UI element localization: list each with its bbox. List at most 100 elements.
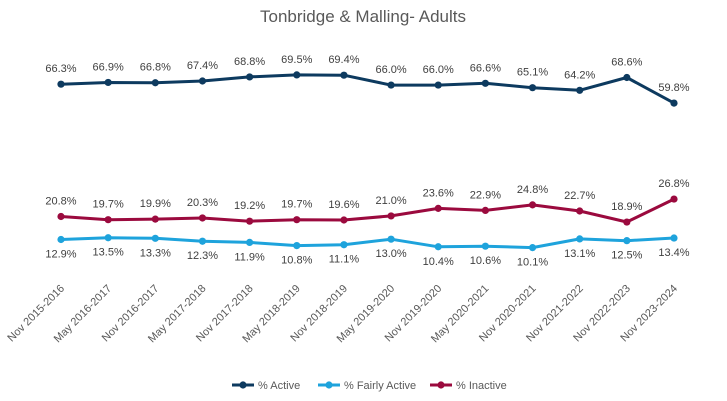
legend-item[interactable]: % Inactive (430, 380, 507, 392)
data-label: 68.6% (611, 57, 642, 69)
data-point (576, 235, 584, 243)
data-point (434, 81, 442, 89)
series-line (59, 236, 676, 250)
legend-item[interactable]: % Fairly Active (318, 380, 416, 392)
data-point (198, 77, 207, 85)
data-label: 20.3% (187, 197, 218, 209)
data-label: 66.0% (375, 64, 406, 76)
data-point (528, 244, 537, 252)
data-label: 19.9% (140, 198, 171, 210)
data-point (340, 216, 348, 224)
data-point (576, 86, 584, 94)
data-label: 20.8% (45, 196, 76, 208)
data-point (57, 235, 65, 244)
legend-label: % Inactive (456, 380, 507, 392)
data-label: 19.7% (281, 199, 312, 211)
data-label: 69.4% (328, 54, 359, 66)
plot-area: 66.3% 66.9% 66.8% 67.4% 68.8% 69.5% 69.4% 66.0%… (45, 54, 689, 269)
data-label: 11.9% (234, 251, 265, 263)
data-label: 66.9% (93, 61, 124, 73)
data-point (528, 84, 537, 92)
data-point (57, 212, 65, 221)
data-label: 10.8% (281, 255, 312, 267)
data-label: 10.1% (517, 257, 548, 269)
data-point (434, 243, 442, 251)
data-label: 19.6% (328, 199, 359, 211)
data-point (293, 71, 301, 79)
data-point (387, 212, 395, 220)
data-label: 65.1% (517, 67, 548, 79)
data-label: 66.6% (470, 62, 501, 74)
data-label: 13.3% (140, 247, 171, 259)
data-label: 18.9% (611, 201, 642, 213)
legend-item[interactable]: % Active (232, 380, 300, 392)
data-label: 13.0% (375, 248, 406, 260)
data-point (104, 234, 112, 242)
legend-point-marker (239, 381, 247, 389)
data-point (670, 99, 678, 107)
data-point (104, 78, 112, 87)
data-point (623, 218, 631, 226)
series-line (59, 197, 676, 224)
data-point (528, 201, 537, 209)
data-label: 10.4% (423, 256, 454, 268)
data-point (293, 216, 301, 224)
data-point (670, 195, 678, 203)
data-point (151, 79, 159, 87)
legend-label: % Fairly Active (344, 380, 416, 392)
legend[interactable]: % Active % Fairly Active % Inactive (232, 380, 507, 392)
data-label: 66.8% (140, 62, 171, 74)
data-label: 22.7% (564, 190, 595, 202)
data-label: 64.2% (564, 69, 595, 81)
data-point (151, 234, 159, 242)
data-point (623, 237, 631, 245)
data-point (387, 81, 395, 89)
data-label: 13.5% (93, 247, 124, 259)
data-point (434, 204, 442, 212)
data-label: 19.2% (234, 200, 265, 212)
data-point (670, 234, 678, 242)
data-label: 21.0% (375, 195, 406, 207)
data-point (198, 214, 207, 222)
data-point (198, 237, 207, 245)
data-point (57, 80, 65, 88)
legend-label: % Active (258, 380, 300, 392)
data-point (246, 73, 254, 81)
series-inactive: 20.8% 19.7% 19.9% 20.3% 19.2% 19.7% 19.6% 21.0%… (45, 178, 690, 226)
data-point (340, 71, 348, 79)
data-label: 23.6% (423, 187, 454, 199)
data-label: 69.5% (281, 54, 312, 66)
data-label: 66.0% (423, 64, 454, 76)
data-label: 24.8% (517, 184, 548, 196)
data-label: 12.3% (187, 250, 218, 262)
data-point (151, 215, 159, 223)
series-fairly-active: 12.9% 13.5% 13.3% 12.3% 11.9% 10.8% 11.1% 13.0%… (45, 234, 690, 269)
data-point (293, 241, 301, 250)
legend-point-marker (325, 381, 333, 389)
series-line (59, 73, 676, 105)
data-label: 66.3% (45, 63, 76, 75)
data-point (481, 206, 489, 215)
series-active: 66.3% 66.9% 66.8% 67.4% 68.8% 69.5% 69.4% 66.0%… (45, 54, 690, 107)
data-point (623, 73, 631, 82)
data-label: 67.4% (187, 60, 218, 72)
data-point (387, 235, 395, 243)
data-label: 59.8% (658, 82, 689, 94)
data-point (481, 242, 489, 250)
data-label: 26.8% (658, 178, 689, 190)
data-label: 68.8% (234, 56, 265, 68)
data-point (246, 238, 254, 246)
data-label: 13.1% (564, 248, 595, 260)
data-label: 12.9% (45, 248, 76, 260)
legend-point-marker (437, 381, 445, 389)
chart-title: Tonbridge & Malling- Adults (260, 7, 466, 26)
data-point (246, 217, 254, 225)
data-point (340, 241, 348, 249)
data-label: 22.9% (470, 189, 501, 201)
data-label: 11.1% (329, 254, 360, 266)
data-label: 12.5% (611, 250, 642, 262)
data-label: 13.4% (658, 247, 689, 259)
data-point (104, 216, 112, 224)
